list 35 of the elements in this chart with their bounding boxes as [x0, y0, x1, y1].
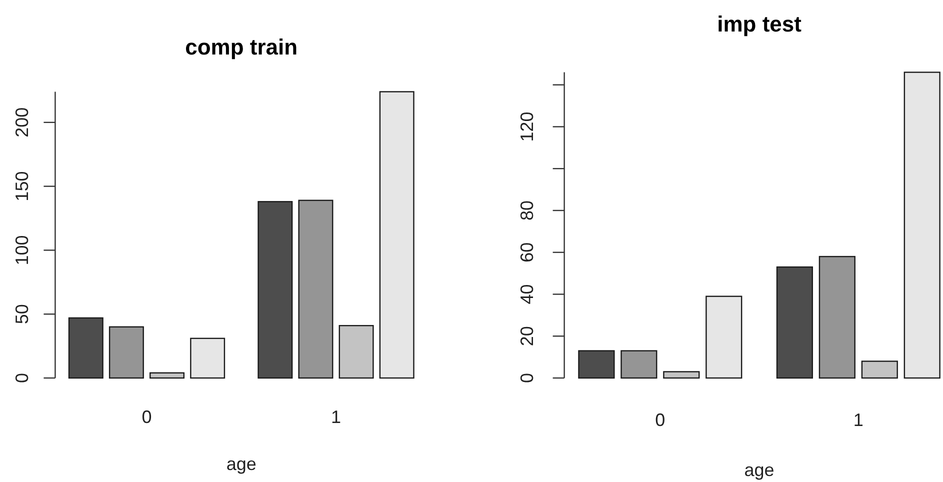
- bar: [776, 266, 813, 379]
- bar: [818, 256, 856, 379]
- chart-title: comp train: [185, 34, 298, 60]
- y-tick-label: 100: [12, 235, 32, 266]
- y-tick-label: 60: [517, 242, 537, 262]
- x-axis-title: age: [744, 460, 774, 480]
- x-tick-label: 0: [655, 410, 666, 430]
- y-tick-label: 0: [12, 372, 32, 384]
- y-tick-label: 200: [12, 107, 32, 138]
- y-tick-label: 50: [12, 304, 32, 324]
- bar: [338, 325, 374, 379]
- bar: [108, 326, 144, 379]
- y-tick-label: 40: [517, 284, 537, 304]
- bar: [706, 296, 742, 379]
- y-tick-label: 150: [12, 171, 32, 202]
- bar: [620, 350, 658, 379]
- x-tick-label: 0: [142, 407, 152, 427]
- x-tick-label: 1: [331, 407, 342, 427]
- y-tick-label: 120: [517, 112, 537, 142]
- bar: [904, 72, 940, 379]
- x-axis-title: age: [226, 454, 256, 474]
- bar: [861, 360, 898, 379]
- bar: [663, 371, 700, 379]
- x-tick-label: 1: [853, 410, 864, 430]
- bar: [298, 200, 334, 379]
- y-tick-label: 0: [517, 372, 537, 384]
- y-tick-label: 20: [517, 326, 537, 346]
- bar: [258, 201, 293, 379]
- y-tick-label: 80: [517, 200, 537, 220]
- chart-title: imp test: [717, 12, 802, 36]
- bar: [68, 317, 104, 379]
- bar: [190, 338, 226, 379]
- bar: [150, 372, 185, 379]
- bar: [379, 91, 414, 379]
- bar: [578, 350, 615, 379]
